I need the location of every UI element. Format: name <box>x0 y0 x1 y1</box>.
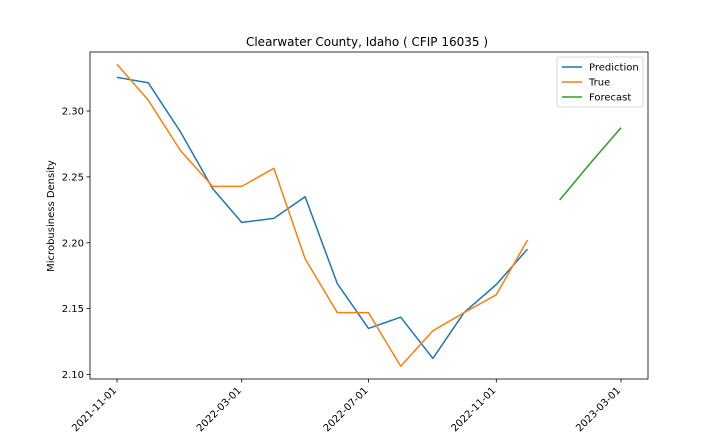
y-tick-label: 2.30 <box>62 107 84 118</box>
y-tick-label: 2.10 <box>62 370 84 381</box>
legend-label-true: True <box>588 78 610 89</box>
axes-frame <box>89 51 649 380</box>
legend: Prediction True Forecast <box>556 56 644 108</box>
x-tick-label: 2023-03-01 <box>574 385 623 432</box>
y-tick-label: 2.20 <box>62 238 84 249</box>
y-tick-label: 2.15 <box>62 304 84 315</box>
y-axis-label: Microbusiness Density <box>46 160 57 272</box>
y-tick-label: 2.25 <box>62 172 84 183</box>
x-tick-label: 2022-03-01 <box>195 385 244 432</box>
x-tick-label: 2022-11-01 <box>450 385 499 432</box>
legend-label-prediction: Prediction <box>589 63 639 74</box>
x-tick-label: 2022-07-01 <box>322 385 371 432</box>
series-line-prediction <box>116 76 529 360</box>
legend-box <box>556 56 644 108</box>
series-line-true <box>116 63 529 367</box>
x-tick-label: 2021-11-01 <box>70 385 119 432</box>
series-line-forecast <box>559 127 622 201</box>
chart-title: Clearwater County, Idaho ( CFIP 16035 ) <box>246 35 488 49</box>
legend-label-forecast: Forecast <box>589 93 631 104</box>
plot-area: 2.10 2.15 2.20 2.25 2.30 2021-11-01 2022-03-01… <box>62 51 649 432</box>
